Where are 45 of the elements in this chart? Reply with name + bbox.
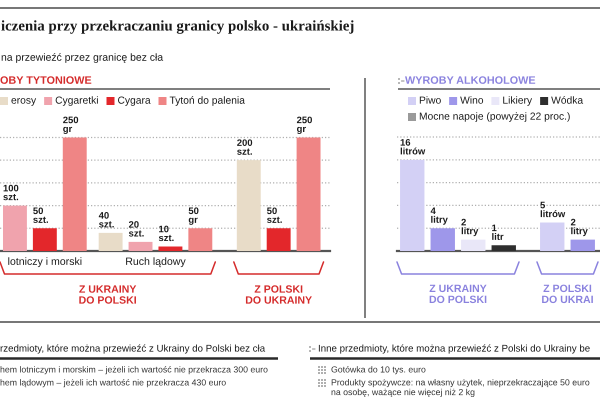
legend-label: Tytoń do palenia (170, 96, 245, 106)
legend-label: Wino (460, 96, 484, 104)
bar (400, 160, 424, 251)
legend-title: WYROBY ALKOHOLOWE (405, 76, 536, 84)
data-label: 200 szt. (237, 139, 252, 155)
x-tick-label: lotniczy i morski (8, 257, 82, 268)
data-label: 100 szt. (3, 184, 18, 200)
data-label: 40 szt. (98, 212, 114, 228)
text: Inne przedmioty, które można przewieźć z Polski do Ukrainy be (318, 344, 590, 354)
chart-subtitle: na przewieźć przez granicę bez cła (2, 53, 164, 63)
text: Z POLSKI DO UKRAINY (246, 285, 312, 304)
data-label: 16 litrów (400, 139, 426, 155)
bar (540, 222, 564, 251)
legend-label: erosy (11, 98, 36, 106)
data-label: 50 gr (188, 207, 198, 225)
bar (430, 228, 455, 251)
data-label: 20 szt. (128, 221, 144, 237)
bar (492, 245, 516, 251)
legend-label: Likiery (503, 96, 532, 106)
data-label: 250 gr (296, 116, 312, 134)
x-tick-label: Ruch lądowy (126, 257, 186, 268)
text: rzedmioty, które można przewieźć z Ukrainy do Polski bez cła (0, 344, 266, 354)
bar (461, 240, 486, 251)
legend-label: Piwo (420, 96, 441, 104)
text: Gotówka do 10 tys. euro (331, 366, 426, 374)
legend-label: Cygaretki (56, 96, 98, 106)
data-label: 5 litrów (540, 202, 566, 218)
data-label: 10 szt. (158, 226, 174, 242)
text: hem lotniczym i morskim – jeżeli ich wartość nie przekracza 300 euro (0, 366, 268, 374)
data-label: 4 litry (430, 207, 448, 225)
x-tick-label: Z POLSKI DO UKRAI (542, 284, 593, 304)
bar (570, 240, 595, 251)
legend-label: Cygara (118, 96, 151, 106)
data-label: 50 szt. (33, 207, 48, 223)
data-label: 1 litr (492, 224, 504, 240)
legend-title: OBY TYTONIOWE (0, 76, 92, 84)
data-label: 50 szt. (267, 207, 282, 223)
text: Produkty spożywcze: na własny użytek, nieprzekraczające 50 euro na osobę, ważące nie więcej niż 2 kg (332, 379, 590, 397)
legend-label: Wódka (551, 96, 584, 104)
legend-label: Mocne napoje (powyżej 22 proc.) (420, 112, 570, 122)
data-label: 2 litry (461, 218, 478, 236)
data-label: 2 litry (570, 218, 588, 236)
data-label: 250 gr (63, 116, 78, 134)
text: hem lądowym – jeżeli ich wartość nie przekracza 430 euro (0, 379, 226, 388)
chart-title: iczenia przy przekraczaniu granicy polsko - ukraińskiej (1, 20, 354, 34)
